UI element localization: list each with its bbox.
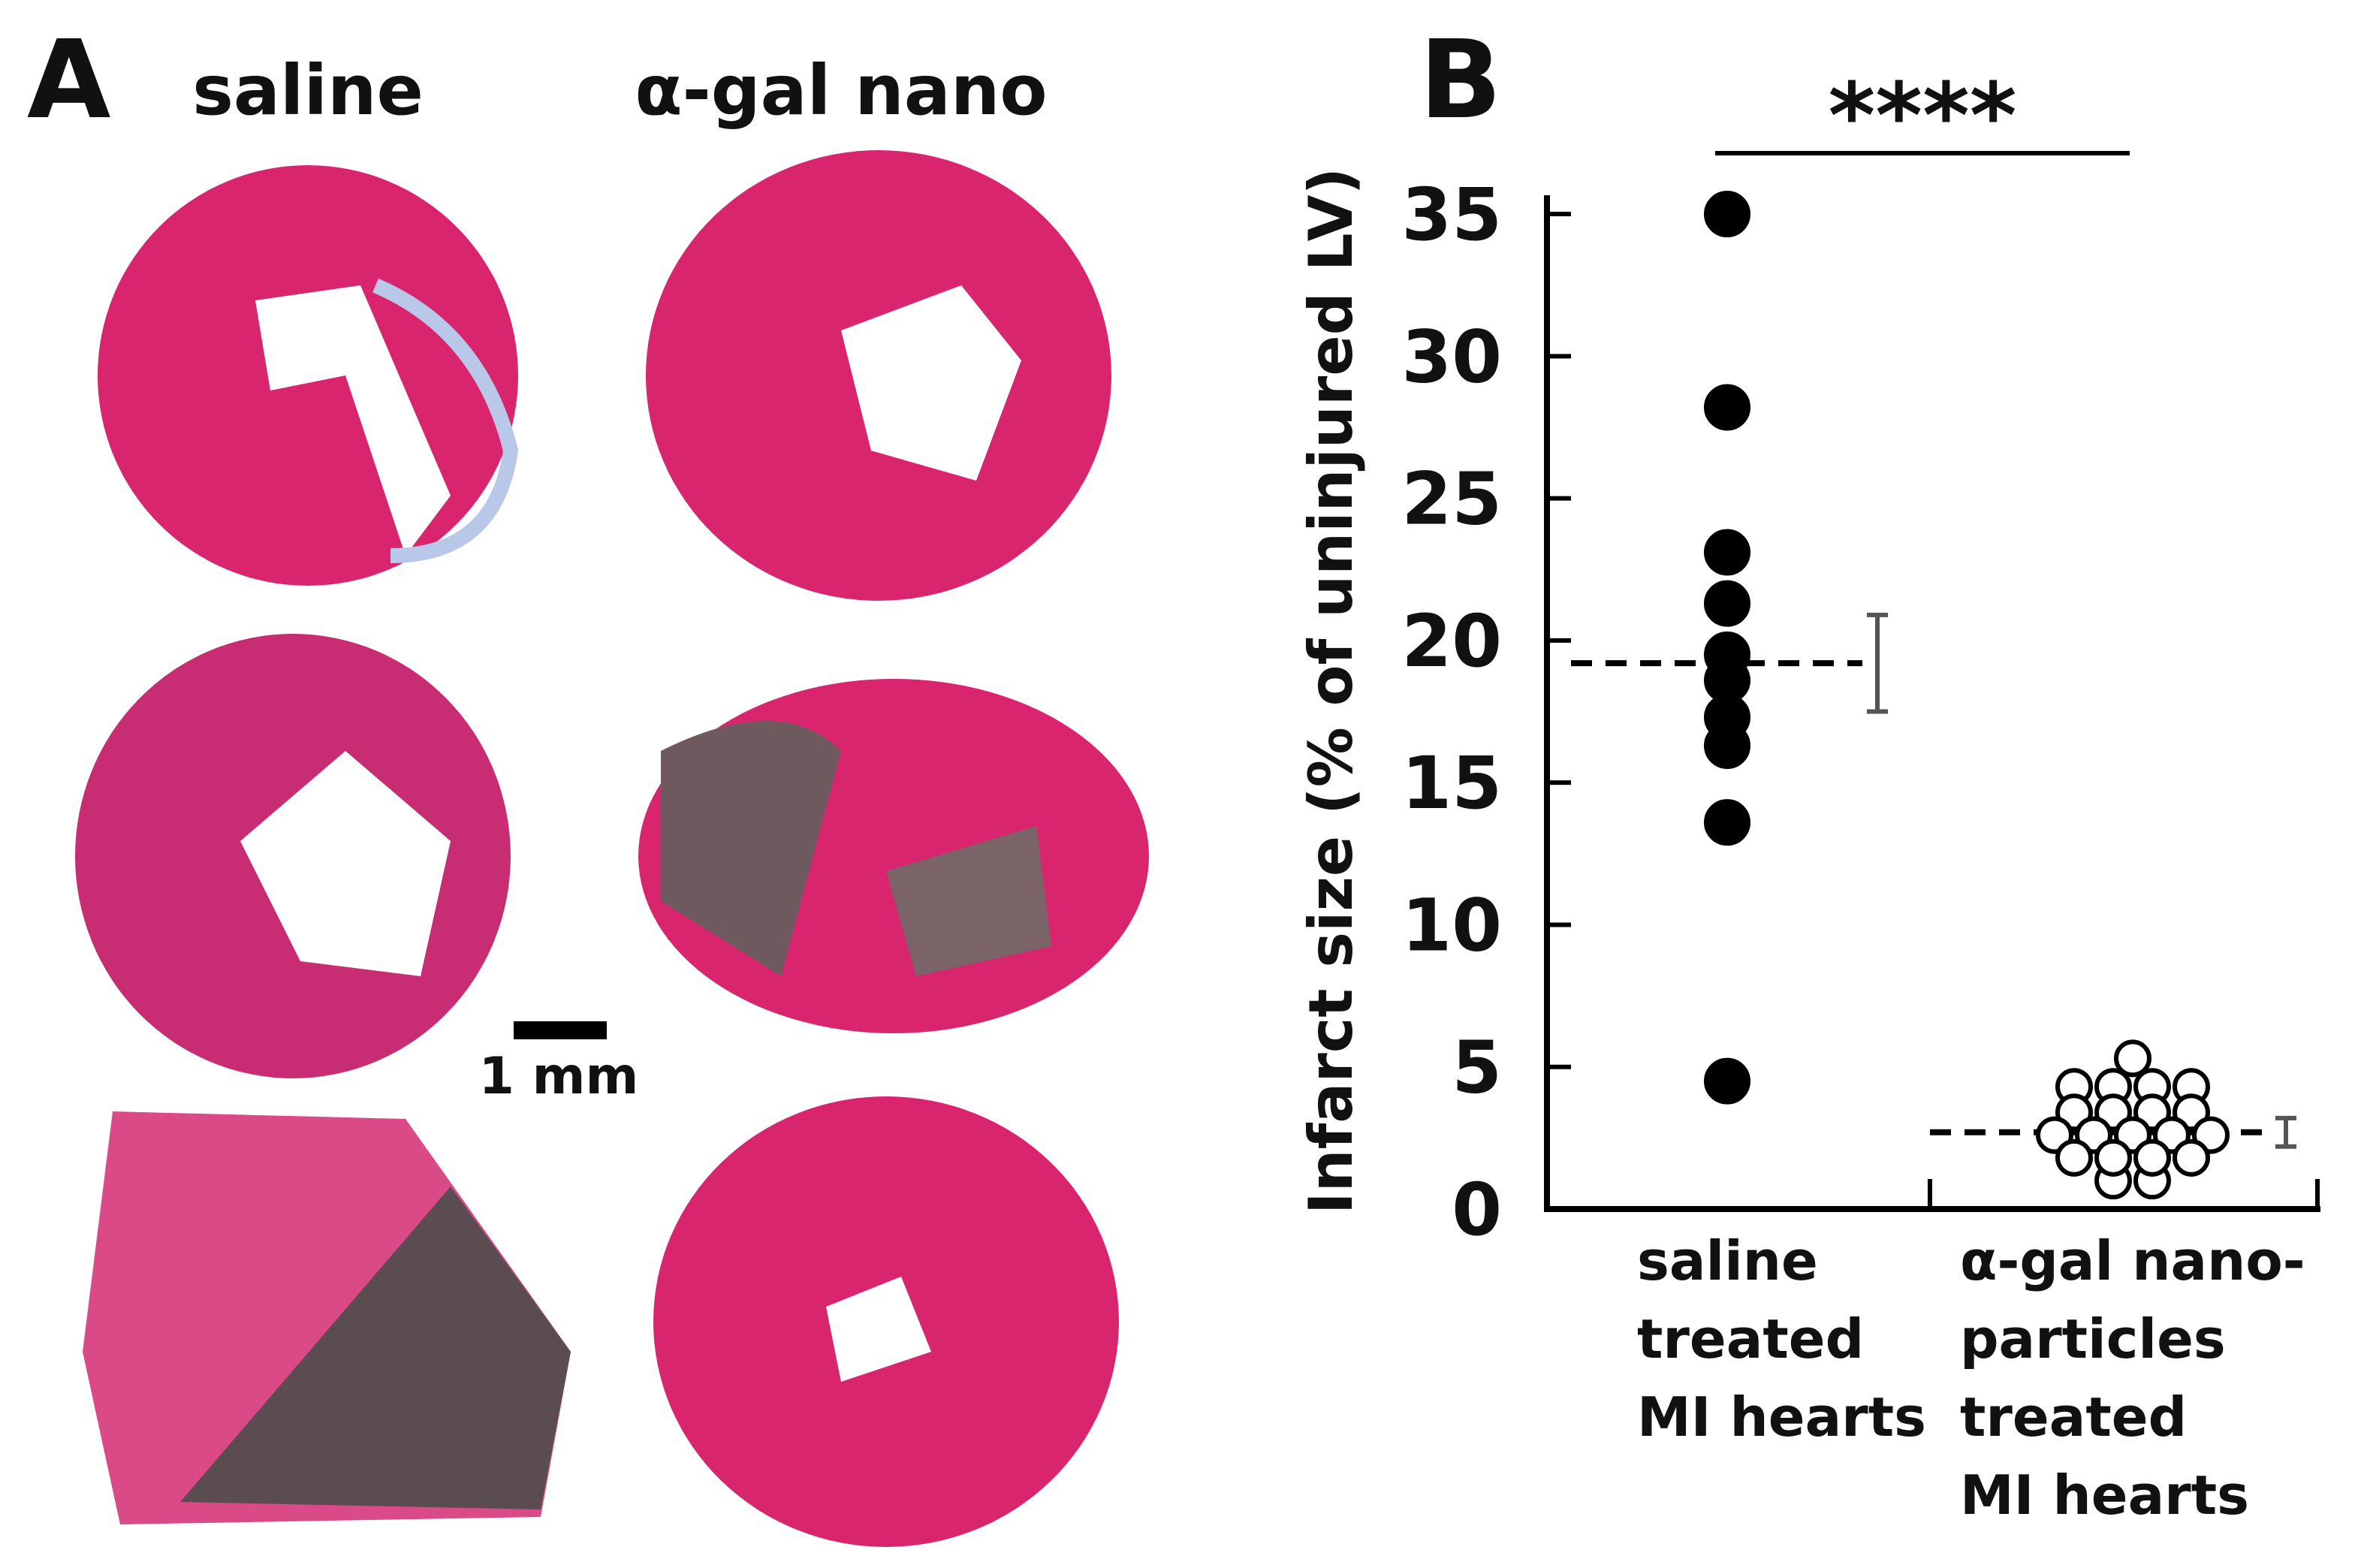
x-tick-label: saline bbox=[1637, 1229, 1818, 1292]
y-tick-label: 15 bbox=[1401, 741, 1502, 825]
data-point bbox=[1704, 722, 1750, 769]
x-tick-label: particles bbox=[1960, 1307, 2226, 1370]
y-tick-label: 10 bbox=[1401, 883, 1502, 967]
y-tick-label: 5 bbox=[1452, 1026, 1502, 1110]
x-tick-label: treated bbox=[1960, 1386, 2187, 1449]
data-point bbox=[2114, 1039, 2151, 1078]
y-tick-label: 20 bbox=[1401, 599, 1502, 683]
y-tick-label: 35 bbox=[1401, 173, 1502, 257]
panel-label: A bbox=[27, 17, 110, 143]
data-point bbox=[1704, 580, 1750, 627]
x-tick-label: MI hearts bbox=[1960, 1464, 2249, 1527]
data-point bbox=[1704, 1057, 1750, 1105]
error-bar bbox=[1867, 612, 1888, 714]
data-point bbox=[2055, 1138, 2093, 1177]
data-point bbox=[2173, 1138, 2210, 1177]
data-point bbox=[1704, 529, 1750, 576]
scale-bar bbox=[514, 1021, 607, 1039]
x-tick-label: MI hearts bbox=[1637, 1386, 1926, 1449]
column-title: saline bbox=[192, 50, 424, 131]
x-tick-label: α-gal nano- bbox=[1960, 1229, 2305, 1292]
error-bar bbox=[2275, 1115, 2296, 1149]
x-tick-label: treated bbox=[1637, 1307, 1864, 1370]
data-point bbox=[1704, 191, 1750, 238]
data-point bbox=[2094, 1138, 2132, 1177]
y-axis-label: Infarct size (% of uninjured LV) bbox=[1296, 167, 1366, 1214]
data-point bbox=[1704, 799, 1750, 846]
scale-label: 1 mm bbox=[479, 1047, 639, 1106]
panel-label: B bbox=[1419, 17, 1502, 143]
y-tick-label: 30 bbox=[1401, 315, 1502, 399]
histology-images bbox=[75, 150, 1149, 1547]
y-tick-label: 0 bbox=[1452, 1168, 1502, 1252]
data-point bbox=[1704, 384, 1750, 431]
y-tick-label: 25 bbox=[1401, 457, 1502, 541]
column-title: α-gal nano bbox=[635, 50, 1047, 131]
data-point bbox=[2133, 1138, 2171, 1177]
